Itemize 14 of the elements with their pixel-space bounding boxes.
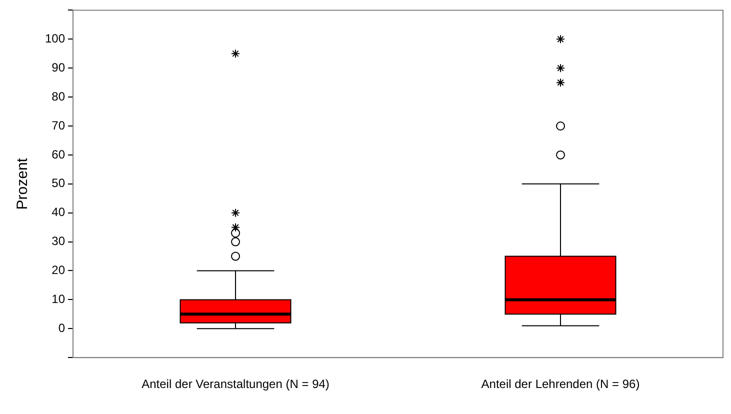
y-tick-label: 100 xyxy=(44,31,66,46)
y-axis-title: Prozent xyxy=(14,157,32,210)
y-tick-label: 50 xyxy=(52,176,66,190)
y-tick-label: 90 xyxy=(52,60,66,74)
x-tick-label: Anteil der Veranstaltungen (N = 94) xyxy=(142,377,330,392)
x-tick-label: Anteil der Lehrenden (N = 96) xyxy=(481,377,640,392)
y-tick-label: 10 xyxy=(52,292,66,306)
y-tick-label: 70 xyxy=(52,118,66,132)
y-tick-label: 60 xyxy=(52,147,66,162)
y-tick-label: 20 xyxy=(52,263,66,278)
y-tick-label: 0 xyxy=(58,320,66,335)
y-tick-label: 30 xyxy=(52,234,66,248)
y-tick-label: 40 xyxy=(52,205,66,220)
y-tick-label: 80 xyxy=(52,89,66,104)
